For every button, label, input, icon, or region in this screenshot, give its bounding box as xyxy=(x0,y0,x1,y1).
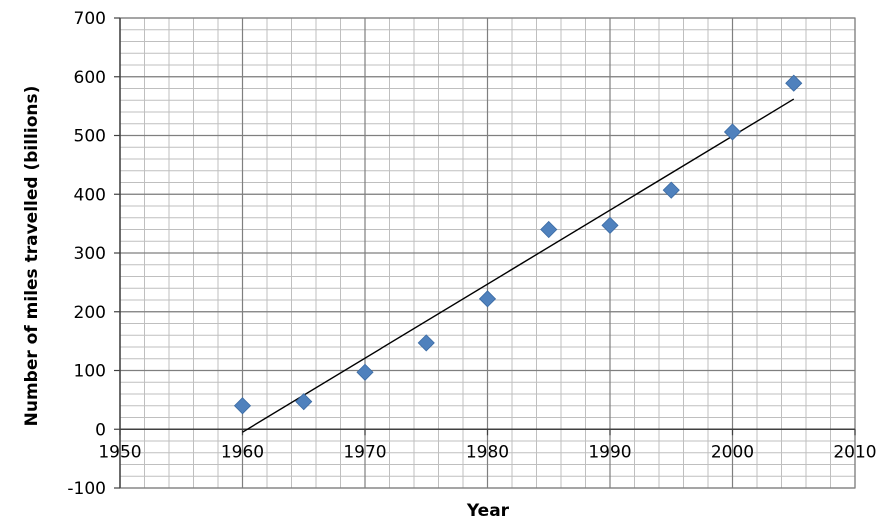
y-tick-label: 0 xyxy=(95,420,106,440)
x-tick-label: 1970 xyxy=(343,442,386,462)
data-point xyxy=(417,334,435,352)
grid xyxy=(119,17,856,489)
data-point xyxy=(662,181,680,199)
y-axis-title: Number of miles travelled (billions) xyxy=(22,86,42,427)
x-tick-label: 2000 xyxy=(711,442,754,462)
data-point xyxy=(356,363,374,381)
trendline xyxy=(242,98,795,433)
data-point xyxy=(540,220,558,239)
data-points xyxy=(233,74,803,415)
x-tick-label: 1990 xyxy=(588,442,631,462)
y-tick-label: 400 xyxy=(74,185,106,205)
x-tick-label: 2010 xyxy=(833,442,876,462)
x-tick-label: 1980 xyxy=(466,442,509,462)
axes xyxy=(114,17,856,489)
y-tick-label: 600 xyxy=(74,68,106,88)
data-point xyxy=(723,123,742,141)
trendline-layer xyxy=(242,98,795,433)
y-tick-label: 500 xyxy=(74,127,106,147)
data-point xyxy=(295,393,313,411)
x-tick-label: 1960 xyxy=(221,442,264,462)
y-tick-label: -100 xyxy=(67,479,106,499)
tick-labels: 1950 1960 1970 1980 1990 2000 2010 -100 0 100 200 3… xyxy=(67,9,876,499)
y-tick-label: 300 xyxy=(74,244,106,264)
data-point xyxy=(233,397,252,415)
data-point xyxy=(601,216,619,234)
y-tick-label: 200 xyxy=(74,303,106,323)
data-point xyxy=(478,290,497,308)
data-point xyxy=(785,74,803,92)
x-axis-title: Year xyxy=(466,501,510,521)
x-tick-label: 1950 xyxy=(98,442,141,462)
y-tick-label: 700 xyxy=(74,9,106,29)
y-tick-label: 100 xyxy=(74,362,106,382)
